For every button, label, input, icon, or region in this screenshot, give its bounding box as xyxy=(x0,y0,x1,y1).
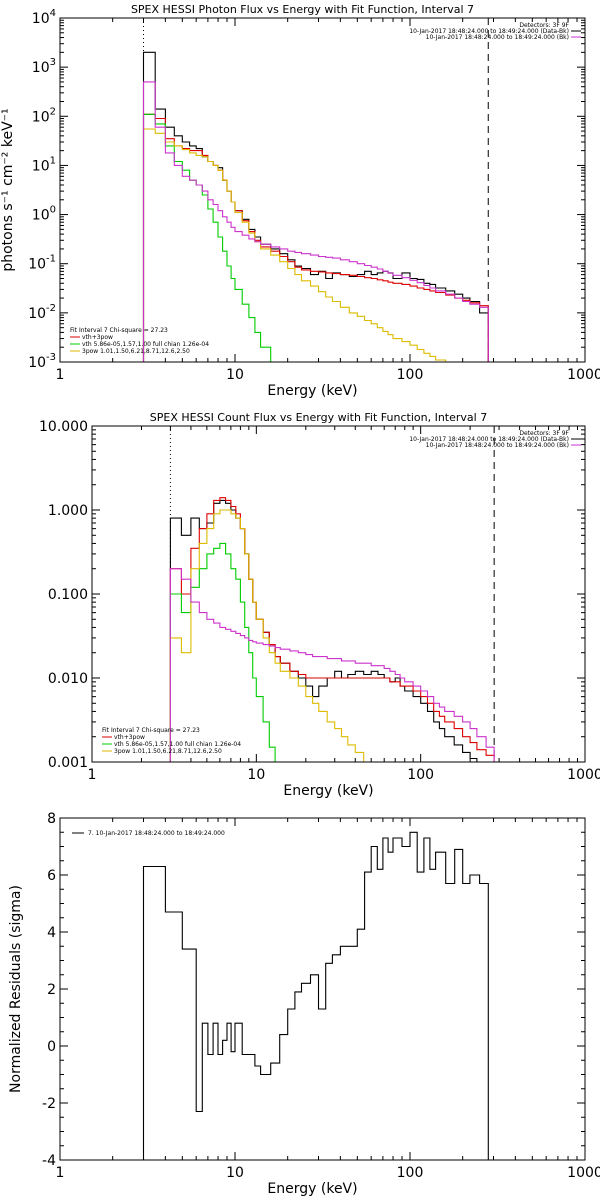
fit-legend-text: vth+3pow xyxy=(82,334,113,341)
series-group xyxy=(142,51,489,362)
series-label: 7. 10-Jan-2017 18:48:24.000 to 18:49:24.… xyxy=(88,830,225,837)
y-tick-exponent: 0 xyxy=(50,205,56,216)
panel-2: SPEX HESSI Count Flux vs Energy with Fit… xyxy=(39,411,600,799)
y-tick-base: 10 xyxy=(28,306,46,322)
x-tick-label: 100 xyxy=(397,367,424,383)
series-line-3 xyxy=(169,542,276,762)
x-tick-label: 10 xyxy=(226,1165,244,1181)
y-tick-label: 104 xyxy=(32,8,56,27)
y-tick-label: 101 xyxy=(32,155,56,174)
chart-title: SPEX HESSI Photon Flux vs Energy with Fi… xyxy=(131,3,474,16)
x-tick-label: 10 xyxy=(226,367,244,383)
x-tick-label: 1000 xyxy=(567,1165,600,1181)
y-tick-label: 10-2 xyxy=(28,303,56,322)
fit-legend-text: 3pow 1.01,1.50,6.21,8.71,12.6,2.50 xyxy=(114,748,222,755)
x-tick-label: 100 xyxy=(407,767,434,783)
top-legend-text: 10-Jan-2017 18:48:24.000 to 18:49:24.000… xyxy=(426,34,569,41)
plot-frame xyxy=(91,425,586,763)
y-tick-base: 10 xyxy=(32,60,50,76)
y-tick-label: 0 xyxy=(47,1039,56,1055)
fit-legend-text: vth+3pow xyxy=(114,734,145,741)
y-tick-exponent: 4 xyxy=(50,8,56,19)
x-tick-label: 1 xyxy=(56,1165,65,1181)
x-axis-label: Energy (keV) xyxy=(267,1181,357,1197)
x-axis-label: Energy (keV) xyxy=(267,383,357,399)
fit-legend-text: vth 5.86e-05,1.57,1.00 full chian 1.26e-… xyxy=(82,341,209,348)
y-tick-label: 103 xyxy=(32,57,56,76)
x-tick-label: 100 xyxy=(397,1165,424,1181)
y-tick-label: 2 xyxy=(47,982,56,998)
panel-3: 1 10 100 1000 -4 -2 0 2 4 6 8 Energy (keV) Normalize… xyxy=(8,811,600,1197)
y-tick-label: 4 xyxy=(47,925,56,941)
plot-frame xyxy=(59,817,586,1161)
y-tick-exponent: 1 xyxy=(50,155,56,166)
fit-legend-text: Fit Interval 7 Chi-square = 27.23 xyxy=(102,727,200,734)
panel-1: SPEX HESSI Photon Flux vs Energy with Fi… xyxy=(0,3,600,399)
fit-legend-text: vth 5.86e-05,1.57,1.00 full chian 1.26e-… xyxy=(114,741,241,748)
chart-title: SPEX HESSI Count Flux vs Energy with Fit… xyxy=(150,411,487,424)
series-group xyxy=(142,831,489,1160)
y-tick-exponent: -1 xyxy=(46,254,56,265)
y-tick-label: -4 xyxy=(42,1153,56,1169)
y-tick-exponent: 3 xyxy=(50,57,56,68)
y-tick-label: 0.010 xyxy=(48,671,88,687)
series-line-4 xyxy=(142,128,447,362)
y-tick-label: 0.100 xyxy=(48,587,88,603)
y-tick-label: 10-1 xyxy=(28,254,56,273)
plot-frame xyxy=(59,17,586,363)
y-tick-base: 10 xyxy=(32,208,50,224)
series-line-5 xyxy=(169,568,495,762)
y-tick-label: 10-3 xyxy=(28,352,56,371)
y-tick-base: 10 xyxy=(32,109,50,125)
y-tick-base: 10 xyxy=(28,355,46,371)
series-line-1 xyxy=(142,51,489,362)
x-tick-label: 1 xyxy=(88,767,97,783)
x-tick-label: 1 xyxy=(56,367,65,383)
y-tick-base: 10 xyxy=(32,158,50,174)
y-tick-label: 6 xyxy=(47,868,56,884)
y-tick-base: 10 xyxy=(28,257,46,273)
series-line-3 xyxy=(142,113,272,362)
y-tick-label: 1.000 xyxy=(48,503,88,519)
top-legend-text: 10-Jan-2017 18:48:24.000 to 18:49:24.000… xyxy=(426,442,569,449)
top-legend-text: 10-Jan-2017 18:48:24.000 to 18:49:24.000… xyxy=(409,436,569,443)
fit-legend-text: Fit Interval 7 Chi-square = 27.23 xyxy=(70,327,168,334)
y-axis-label: Normalized Residuals (sigma) xyxy=(8,885,24,1093)
y-axis-label: photons s⁻¹ cm⁻² keV⁻¹ xyxy=(0,108,16,271)
series-line-2 xyxy=(142,113,489,362)
series-line-2 xyxy=(169,497,495,762)
series-line-4 xyxy=(169,509,372,762)
top-legend-text: Detectors: 3F 9F xyxy=(519,430,569,437)
y-tick-exponent: 2 xyxy=(50,106,56,117)
x-axis-label: Energy (keV) xyxy=(283,783,373,799)
series-group xyxy=(169,497,495,762)
series-line-1 xyxy=(142,831,489,1160)
y-tick-label: 0.001 xyxy=(48,755,88,771)
y-tick-label: 100 xyxy=(32,205,56,224)
y-tick-exponent: -2 xyxy=(46,303,56,314)
series-line-5 xyxy=(142,81,489,362)
y-tick-label: -2 xyxy=(42,1096,56,1112)
series-line-1 xyxy=(169,499,495,762)
y-tick-label: 102 xyxy=(32,106,56,125)
y-tick-label: 10.000 xyxy=(39,419,88,435)
y-tick-exponent: -3 xyxy=(46,352,56,363)
x-tick-label: 10 xyxy=(247,767,265,783)
top-legend-text: Detectors: 3F 9F xyxy=(519,22,569,29)
fit-legend-text: 3pow 1.01,1.50,6.21,8.71,12.6,2.50 xyxy=(82,348,190,355)
y-tick-label: 8 xyxy=(47,811,56,827)
x-tick-label: 1000 xyxy=(567,767,600,783)
y-tick-base: 10 xyxy=(32,11,50,27)
x-tick-label: 1000 xyxy=(567,367,600,383)
top-legend-text: 10-Jan-2017 18:48:24.000 to 18:49:24.000… xyxy=(409,28,569,35)
